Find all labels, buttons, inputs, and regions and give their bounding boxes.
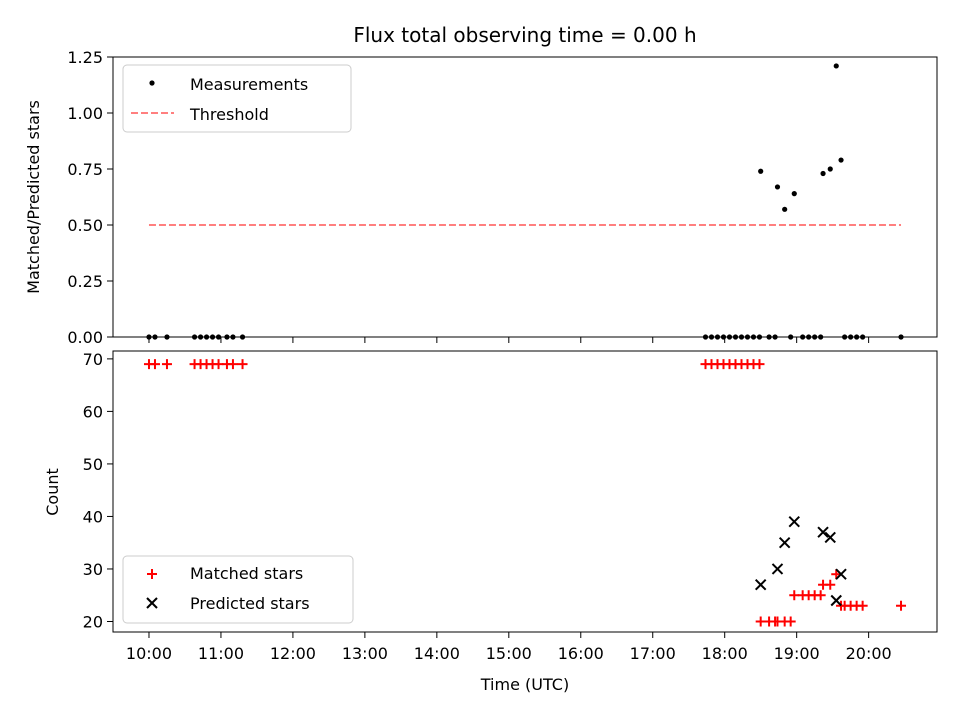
legend-x-icon [146,597,158,609]
top-y-tick-label: 1.25 [67,48,103,67]
predicted-star-point [824,531,836,544]
matched-star-point [896,600,907,611]
measurement-point [833,63,839,69]
matched-star-point [754,359,765,370]
matched-star-point [149,359,160,370]
bottom-legend-box [122,555,354,624]
matched-star-point [815,590,826,601]
measurement-point [820,170,826,177]
predicted-star-point [754,579,767,591]
matched-star-point [227,359,238,370]
x-tick-label: 17:00 [630,644,676,663]
top-y-axis-label: Matched/Predicted stars [24,100,43,294]
legend-label-threshold: Threshold [189,105,269,124]
bottom-axes: Count Time (UTC) 20 30 40 50 60 70 10:00 11:00… [43,350,938,694]
measurement-point [791,191,797,197]
x-tick-label: 18:00 [702,644,748,663]
legend-label-matched-stars: Matched stars [190,564,303,583]
top-y-tick-label: 0.25 [67,272,103,291]
top-legend: Measurements Threshold [122,64,352,133]
top-axes: Matched/Predicted stars 0.00 0.25 0.50 0.75… [24,48,938,347]
matched-star-point [825,579,836,590]
top-y-tick-label: 0.75 [67,160,103,179]
matched-star-point [831,569,842,580]
measurement-point [827,166,833,172]
top-y-tick-label: 0.00 [67,328,103,347]
chart-title: Flux total observing time = 0.00 h [353,23,696,47]
matched-star-point [213,359,224,370]
bottom-y-tick-label: 50 [83,455,103,474]
legend-label-predicted-stars: Predicted stars [190,594,310,613]
bottom-y-tick-label: 70 [83,350,103,369]
predicted-star-point [817,526,829,538]
bottom-y-tick-label: 30 [83,560,103,579]
x-tick-label: 11:00 [198,644,244,663]
matched-star-point [161,359,172,370]
x-tick-label: 10:00 [126,644,172,663]
matched-star-point [755,616,766,627]
bottom-y-axis-label: Count [43,468,62,516]
top-legend-box [122,64,352,133]
x-tick-label: 12:00 [270,644,316,663]
x-tick-label: 19:00 [774,644,820,663]
legend-label-measurements: Measurements [190,75,308,94]
bottom-y-tick-label: 40 [83,507,103,526]
measurement-point [782,206,788,212]
measurement-point [758,168,764,174]
predicted-star-point [778,537,791,549]
top-y-tick-label: 1.00 [67,104,103,123]
matched-star-point [237,359,248,370]
x-tick-label: 13:00 [342,644,388,663]
x-tick-label: 20:00 [846,644,892,663]
predicted-star-point [830,594,842,607]
predicted-star-point [835,568,847,580]
matched-star-point [789,590,800,601]
x-tick-label: 16:00 [558,644,604,663]
bottom-axes-frame [112,350,938,633]
predicted-star-point [771,563,784,575]
x-tick-label: 15:00 [486,644,532,663]
bottom-y-tick-label: 60 [83,402,103,421]
matched-star-point [857,600,868,611]
legend-plus-icon [147,569,157,579]
x-axis-label: Time (UTC) [480,675,569,694]
top-y-tick-label: 0.50 [67,216,103,235]
measurement-point [774,184,781,190]
legend-dot-icon [149,80,155,86]
bottom-y-tick-label: 20 [83,612,103,631]
matched-star-point [785,616,796,627]
bottom-legend: Matched stars Predicted stars [122,555,354,624]
x-tick-label: 14:00 [414,644,460,663]
measurement-point [838,157,844,163]
predicted-star-point [788,515,800,528]
top-axes-frame [112,56,938,338]
